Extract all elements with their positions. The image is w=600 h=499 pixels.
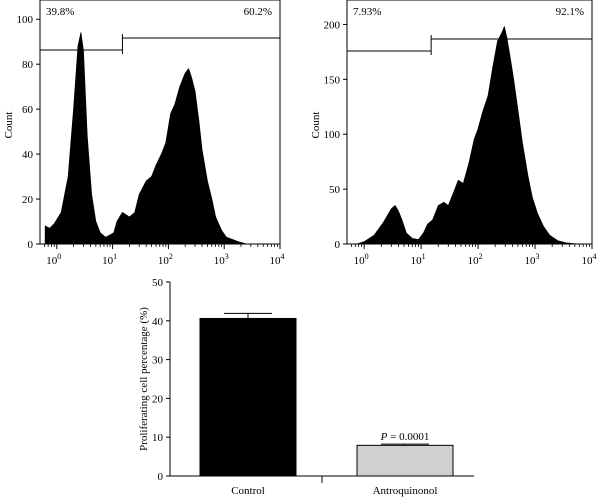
x-tick-label: 100 bbox=[46, 252, 61, 267]
y-tick-label: 0 bbox=[335, 239, 341, 251]
histogram-area bbox=[356, 26, 578, 245]
p-value-text: = 0.0001 bbox=[387, 431, 429, 443]
x-tick-label: 103 bbox=[525, 252, 540, 267]
histogram-antroquinonol-gate-right-label: 92.1% bbox=[556, 6, 584, 18]
x-tick-label: 104 bbox=[582, 252, 597, 267]
bar-control bbox=[199, 317, 297, 477]
y-tick-label: 50 bbox=[329, 184, 341, 196]
y-tick-label: 10 bbox=[152, 432, 164, 444]
y-tick-label: 150 bbox=[324, 74, 341, 86]
x-tick-label: 104 bbox=[270, 252, 285, 267]
histogram-antroquinonol-x-ticks: 100 101 102 103 104 bbox=[351, 244, 597, 267]
histogram-antroquinonol-ylabel: Count bbox=[310, 112, 322, 139]
x-tick-label: 101 bbox=[411, 252, 426, 267]
y-tick-label: 80 bbox=[22, 59, 34, 71]
x-tick-label: 102 bbox=[468, 252, 483, 267]
y-tick-label: 50 bbox=[152, 277, 164, 289]
histogram-area bbox=[44, 32, 247, 245]
bar-chart-p-value-annotation: P = 0.0001 bbox=[380, 431, 430, 443]
y-tick-label: 200 bbox=[324, 19, 341, 31]
histogram-antroquinonol-gate bbox=[347, 35, 592, 55]
y-tick-label: 100 bbox=[324, 129, 341, 141]
bar-chart-marks bbox=[199, 312, 454, 477]
bar-chart-category-labels: Control Antroquinonol bbox=[231, 485, 437, 497]
y-tick-label: 30 bbox=[152, 355, 164, 367]
bar-antroquinonol bbox=[356, 444, 454, 477]
category-label: Antroquinonol bbox=[373, 485, 438, 497]
histogram-control-marks bbox=[44, 32, 247, 245]
y-tick-label: 20 bbox=[22, 194, 34, 206]
y-tick-label: 40 bbox=[152, 316, 164, 328]
histogram-antroquinonol-y-ticks: 0 50 100 150 200 bbox=[324, 19, 347, 251]
x-tick-label: 101 bbox=[102, 252, 117, 267]
histogram-antroquinonol-marks bbox=[356, 26, 578, 245]
histogram-control-y-ticks: 0 20 40 60 80 100 bbox=[17, 14, 40, 251]
histogram-control-gate bbox=[40, 34, 280, 54]
p-value-symbol: P bbox=[380, 431, 388, 443]
y-tick-label: 20 bbox=[152, 393, 164, 405]
histogram-control-x-ticks: 100 101 102 103 104 bbox=[44, 244, 285, 267]
y-tick-label: 60 bbox=[22, 104, 34, 116]
x-tick-label: 100 bbox=[354, 252, 369, 267]
bar-chart-y-ticks: 0 10 20 30 40 50 bbox=[152, 277, 170, 483]
x-tick-label: 102 bbox=[158, 252, 173, 267]
x-tick-label: 103 bbox=[214, 252, 229, 267]
y-tick-label: 0 bbox=[28, 239, 34, 251]
y-tick-label: 100 bbox=[17, 14, 34, 26]
histogram-control-gate-left-label: 39.8% bbox=[46, 6, 74, 18]
bar-chart-ylabel: Proliferating cell percentage (%) bbox=[138, 307, 150, 451]
histogram-antroquinonol: Count 7.93% 92.1% 0 50 100 150 200 100 101 102… bbox=[310, 0, 597, 267]
histogram-antroquinonol-gate-left-label: 7.93% bbox=[353, 6, 381, 18]
proliferation-bar-chart: Proliferating cell percentage (%) 0 10 20 3… bbox=[138, 277, 474, 497]
histogram-control: Count 39.8% 60.2% 0 20 40 60 80 100 100 101 102… bbox=[3, 0, 285, 267]
histogram-control-ylabel: Count bbox=[3, 112, 15, 139]
y-tick-label: 40 bbox=[22, 149, 34, 161]
histogram-control-gate-right-label: 60.2% bbox=[244, 6, 272, 18]
y-tick-label: 0 bbox=[158, 471, 164, 483]
category-label: Control bbox=[231, 485, 265, 497]
